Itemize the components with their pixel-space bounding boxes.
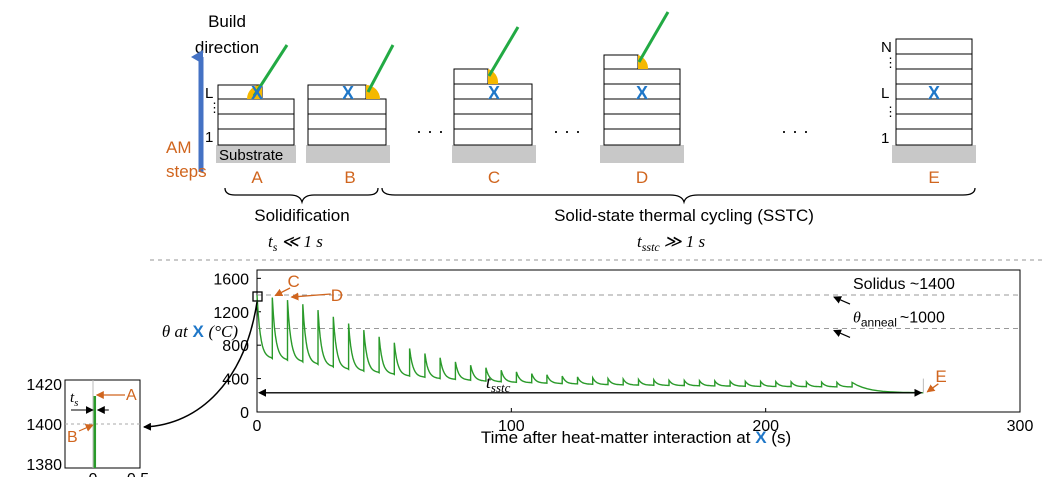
svg-text:Build: Build (208, 12, 246, 31)
laser-beam-c (487, 26, 520, 77)
ellipsis-1: · · · (416, 121, 444, 141)
main-plot-frame (256, 269, 1021, 413)
stage-labels: A B C D E (251, 168, 939, 187)
stage-b-stack: X (306, 44, 395, 163)
svg-text:⋮: ⋮ (884, 55, 897, 70)
annotation-c-arrow (274, 287, 291, 297)
main-y-tick-label: 0 (240, 405, 249, 422)
inset-annotation-b: B (67, 429, 78, 446)
point-x-a: X (251, 83, 263, 103)
inset-ts-label: ts (70, 390, 78, 409)
svg-text:direction: direction (195, 38, 259, 57)
ellipsis-2: · · · (553, 121, 581, 141)
solidus-label: Solidus ~1400 (853, 276, 955, 293)
main-x-ticks: 0 100 200 300 (253, 408, 1034, 435)
zoom-box (252, 291, 263, 302)
svg-text:steps: steps (166, 162, 207, 181)
substrate-label: Substrate (219, 147, 283, 164)
main-y-tick-label: 800 (222, 338, 249, 355)
annotation-c: C (288, 272, 300, 291)
stage-label-a: A (251, 168, 263, 187)
main-y-tick-label: 1600 (213, 271, 249, 288)
svg-text:tsstc≫ 1 s: tsstc ≫ 1 s (637, 232, 706, 254)
point-x-b: X (342, 83, 354, 103)
anneal-pointer (833, 329, 851, 339)
point-x-e: X (928, 83, 940, 103)
layer-n-label: N (881, 39, 892, 56)
main-x-tick-label: 100 (498, 418, 525, 435)
stage-label-b: B (344, 168, 355, 187)
svg-text:⋮: ⋮ (208, 100, 221, 115)
stage-label-c: C (488, 168, 500, 187)
laser-beam-b (366, 44, 395, 93)
ts-relation: ts ≪ 1 s (268, 232, 323, 254)
am-steps-label: AM steps (166, 138, 207, 181)
inset-annotation-a: A (126, 387, 137, 404)
layer-l-label: L (205, 85, 213, 102)
main-y-tick-label: 400 (222, 372, 249, 389)
main-y-ticks: 0 400 800 1200 1600 (213, 271, 261, 422)
svg-text:⋮: ⋮ (884, 104, 897, 119)
tsstc-interval-label: tsstc (486, 372, 511, 395)
anneal-label: θanneal ~1000 (853, 309, 945, 329)
laser-beam-d (637, 11, 670, 63)
inset-annotation-b-arrow (78, 424, 94, 432)
temperature-curve (256, 295, 924, 394)
ellipsis-3: · · · (781, 121, 809, 141)
main-x-tick-label: 0 (253, 418, 262, 435)
stage-c-stack: X (452, 26, 536, 163)
tsstc-relation: tsstc ≫ 1 s (637, 232, 706, 254)
main-x-tick-label: 300 (1007, 418, 1034, 435)
layer-1-label-e: 1 (881, 130, 889, 147)
stage-a-stack: Substrate X L ⋮ 1 (205, 44, 296, 164)
solidification-brace (224, 187, 379, 205)
inset-y-tick-label: 1380 (26, 457, 62, 474)
inset-y-tick-label: 1420 (26, 377, 62, 394)
svg-text:AM: AM (166, 138, 192, 157)
stage-e-stack: X N ⋮ L ⋮ 1 (881, 38, 976, 163)
stage-label-e: E (928, 168, 939, 187)
point-x-c: X (488, 83, 500, 103)
annotation-e: E (935, 367, 946, 386)
layer-1-label: 1 (205, 129, 213, 146)
temperature-history-chart: Solidus ~1400 θanneal ~1000 0 400 800 1200 160… (162, 269, 1034, 447)
laser-beam-a (252, 44, 289, 97)
annotation-d: D (331, 286, 343, 305)
svg-text:ts≪ 1 s: ts ≪ 1 s (268, 232, 323, 254)
phase-solidification-label: Solidification (254, 206, 349, 225)
main-x-axis-label: Time after heat-matter interaction at X … (481, 428, 791, 447)
stage-d-stack: X (600, 11, 684, 163)
stage-label-d: D (636, 168, 648, 187)
point-x-d: X (636, 83, 648, 103)
main-x-tick-label: 200 (752, 418, 779, 435)
build-direction-label: Build direction (195, 12, 259, 57)
main-y-tick-label: 1200 (213, 305, 249, 322)
solidification-inset-chart: 1380 1400 1420 0 0.5 A Bts (26, 377, 149, 477)
phase-sstc-label: Solid-state thermal cycling (SSTC) (554, 206, 814, 225)
inset-y-tick-label: 1400 (26, 417, 62, 434)
inset-x-tick-label: 0.5 (127, 471, 149, 477)
main-y-axis-label: θ at X (°C) (162, 322, 238, 341)
solidus-pointer (833, 296, 851, 305)
annotation-e-arrow (926, 383, 939, 393)
sstc-brace (381, 187, 976, 205)
layer-l-label-e: L (881, 85, 889, 102)
zoom-connector (143, 301, 258, 431)
annotation-d-arrow (290, 292, 331, 301)
inset-x-tick-label: 0 (89, 471, 98, 477)
